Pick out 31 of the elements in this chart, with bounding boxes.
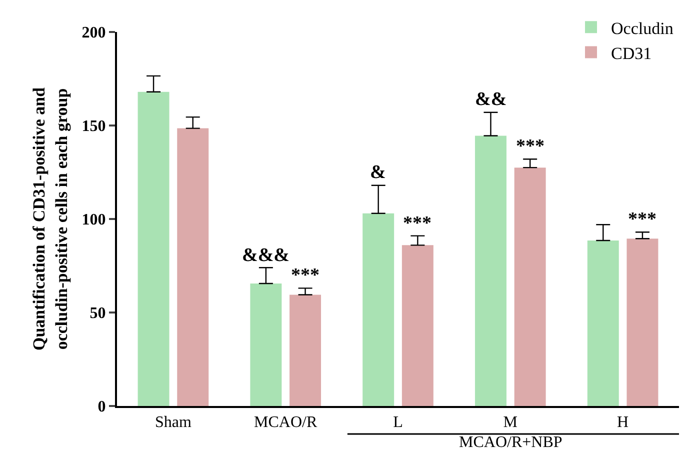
- bar: [362, 213, 394, 406]
- bar: [626, 238, 658, 406]
- bar: [474, 136, 506, 406]
- bar: [514, 168, 546, 406]
- bar: [402, 245, 434, 406]
- bar: [290, 294, 322, 406]
- x-tick-label: H: [617, 414, 630, 432]
- y-tick-label: 150: [82, 118, 106, 136]
- annotation: ***: [403, 213, 432, 234]
- legend-label: CD31: [611, 44, 652, 63]
- x-tick-label: MCAO/R: [254, 414, 318, 432]
- bar: [177, 128, 209, 406]
- legend-label: Occludin: [611, 18, 674, 38]
- y-tick-label: 200: [82, 24, 106, 42]
- y-tick-label: 0: [98, 398, 106, 416]
- y-tick-label: 100: [82, 212, 106, 229]
- text: MCAO/R+NBP: [459, 434, 562, 450]
- annotation: &&&: [242, 245, 290, 266]
- y-axis-title: Quantification of CD31-positive and occludin-positive cells in each group: [30, 86, 71, 351]
- y-tick-label: 50: [90, 305, 106, 322]
- x-tick-label: M: [503, 414, 518, 432]
- annotation: ***: [628, 209, 656, 230]
- annotation: ***: [516, 136, 544, 157]
- x-tick-label: L: [393, 414, 403, 432]
- bar: [250, 284, 282, 406]
- bar: [587, 240, 619, 406]
- bar: [138, 92, 170, 406]
- annotation: ***: [291, 265, 320, 286]
- annotation: &&: [475, 89, 507, 110]
- x-tick-label: Sham: [154, 414, 192, 432]
- annotation: &: [370, 162, 386, 183]
